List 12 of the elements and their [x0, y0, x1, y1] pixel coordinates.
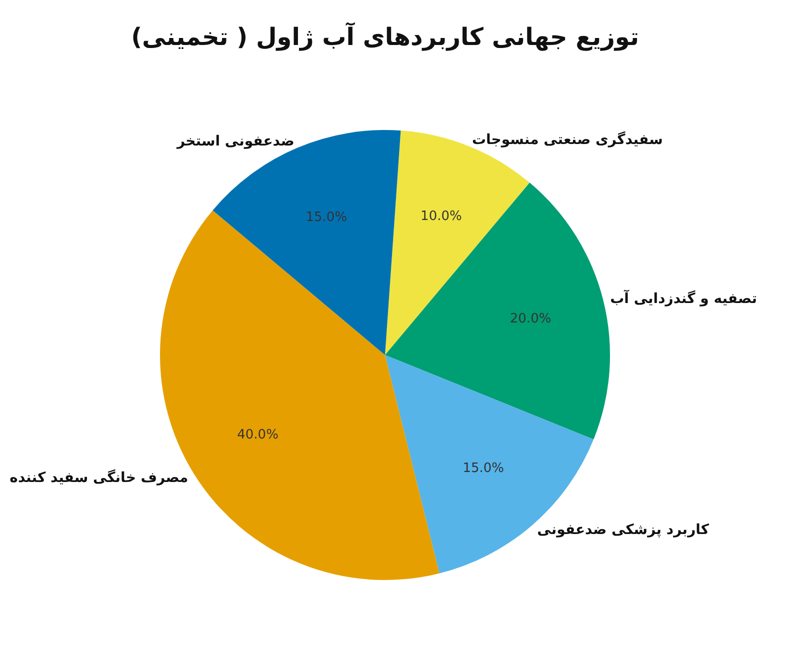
slice-label: سفیدگری صنعتی منسوجات	[472, 130, 663, 148]
data-label: 10.0%	[420, 208, 462, 224]
slice-label: ضدعفونی استخر	[176, 133, 294, 150]
slice-label: کاربرد پزشکی ضدعفونی	[537, 522, 710, 538]
chart-title: توزیع جهانی کاربردهای آب ژاول ( تخمینی)	[131, 22, 639, 51]
data-label: 15.0%	[306, 210, 348, 225]
data-label: 20.0%	[510, 312, 552, 327]
slice-label: مصرف خانگی سفید کننده	[10, 468, 188, 486]
slice-label: تصفیه و گندزدایی آب	[610, 288, 758, 307]
data-label: 40.0%	[237, 427, 278, 442]
pie-slice	[385, 182, 610, 440]
data-label: 15.0%	[462, 461, 504, 476]
